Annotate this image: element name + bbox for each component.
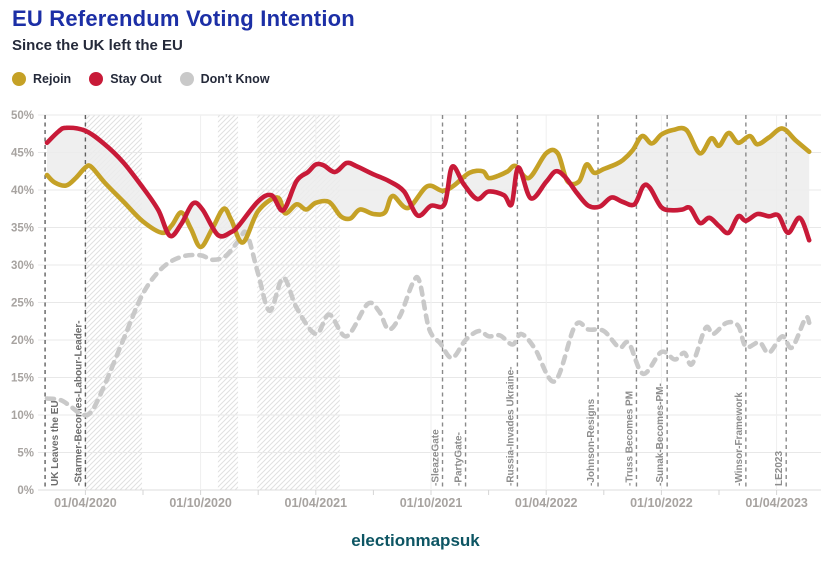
page-subtitle: Since the UK left the EU	[12, 37, 183, 54]
series-line-stay-out	[44, 125, 812, 243]
y-axis-label: 10%	[11, 410, 34, 422]
event-label: -Johnson-Resigns	[586, 398, 597, 486]
series-line-don-t-know	[44, 229, 812, 418]
y-axis-label: 35%	[11, 223, 34, 235]
event-label: -Winsor-Framework	[734, 392, 745, 486]
x-axis-label: 01/04/2023	[745, 496, 808, 510]
x-axis-label: 01/10/2022	[630, 496, 693, 510]
legend-label: Don't Know	[200, 72, 270, 86]
y-axis-label: 45%	[11, 148, 34, 160]
x-axis-label: 01/04/2020	[54, 496, 117, 510]
y-axis-label: 5%	[17, 448, 34, 460]
brand-footer: electionmapsuk	[351, 531, 480, 550]
y-axis-label: 50%	[11, 110, 34, 122]
legend-dot-icon	[179, 72, 194, 86]
y-axis-label: 25%	[11, 298, 34, 310]
x-axis-label: 01/04/2021	[285, 496, 348, 510]
legend-item-rejoin: Rejoin	[12, 72, 71, 86]
page-title: EU Referendum Voting Intention	[12, 6, 355, 31]
legend-item-stay-out: Stay Out	[89, 72, 162, 86]
event-label: -Russia-Invades Ukraine-	[505, 367, 516, 487]
x-axis-label: 01/10/2021	[400, 496, 463, 510]
y-axis-label: 20%	[11, 335, 34, 347]
event-label: -PartyGate-	[454, 432, 465, 486]
x-axis-label: 01/10/2020	[169, 496, 232, 510]
legend: Rejoin Stay Out Don't Know	[12, 72, 270, 86]
event-label: LE2023	[774, 451, 785, 486]
legend-item-don-t-know: Don't Know	[179, 72, 270, 86]
x-axis-label: 01/04/2022	[515, 496, 578, 510]
legend-label: Rejoin	[33, 72, 72, 86]
y-axis-label: 40%	[11, 185, 34, 197]
event-label: UK Leaves the EU	[50, 400, 61, 486]
legend-dot-icon	[89, 72, 104, 86]
event-label: -SleazeGate	[431, 429, 442, 486]
y-axis-label: 0%	[17, 485, 34, 497]
y-axis-label: 15%	[11, 373, 34, 385]
legend-label: Stay Out	[110, 72, 162, 86]
event-label: -Sunak-Becomes-PM-	[655, 383, 666, 486]
event-label: -Truss Becomes PM	[624, 391, 635, 486]
y-axis-label: 30%	[11, 260, 34, 272]
event-label: -Starmer-Becomes-Labour-Leader-	[73, 320, 84, 486]
legend-dot-icon	[12, 72, 26, 86]
